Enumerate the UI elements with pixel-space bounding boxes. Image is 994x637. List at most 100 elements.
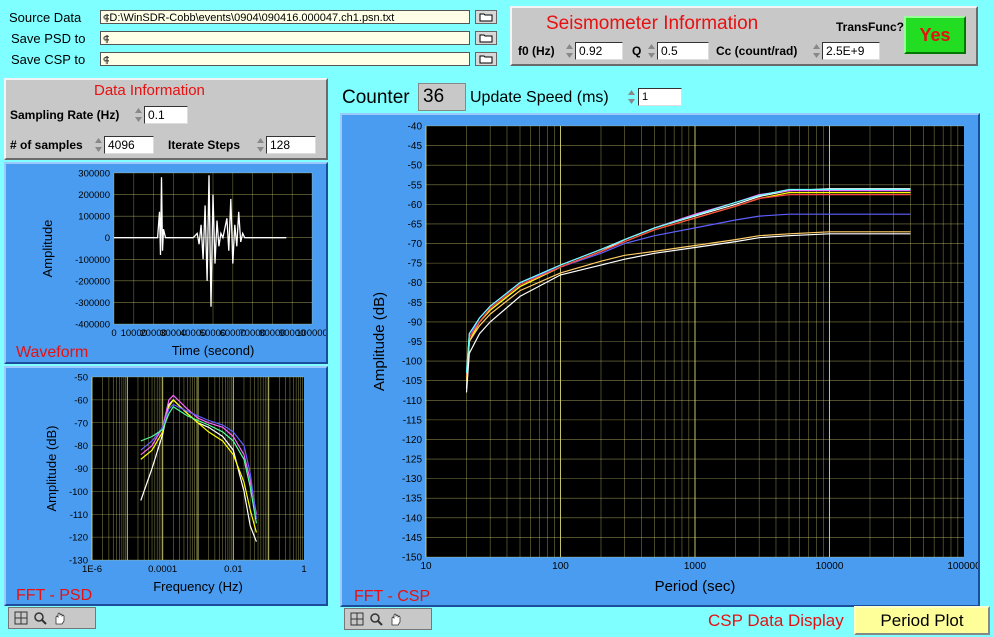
- folder-icon: [479, 34, 493, 43]
- source-data-path-field[interactable]: ⸿D:\WinSDR-Cobb\events\0904\090416.00004…: [100, 10, 470, 24]
- y-tick-label: -100000: [75, 255, 110, 266]
- f0-spinner[interactable]: [565, 42, 574, 60]
- y-axis-label: Amplitude (dB): [371, 292, 388, 391]
- y-tick-label: -200000: [75, 276, 110, 287]
- cc-field[interactable]: 2.5E+9: [822, 42, 880, 60]
- y-tick-label: -45: [408, 141, 423, 152]
- path-prefix-icon: ⸿: [103, 55, 110, 65]
- x-tick-label: 100000: [947, 561, 978, 572]
- browse-psd-button[interactable]: [475, 31, 497, 45]
- x-tick-label: 1: [301, 564, 306, 575]
- x-tick-label: 0.0001: [148, 564, 177, 575]
- save-psd-label: Save PSD to: [11, 31, 86, 46]
- x-tick-label: 10000: [121, 328, 147, 339]
- csp-panel: 10 100 1000 10000 100000 -40 -45 -50 -55 -60 -65 -7…: [340, 113, 980, 607]
- spinner-icon: [95, 138, 102, 152]
- y-tick-label: -140: [402, 513, 422, 524]
- crosshair-icon[interactable]: [13, 610, 29, 626]
- psd-panel: 1E-6 0.0001 0.01 1 -50 -60 -70 -80 -90 -100 -110 -1…: [4, 366, 328, 606]
- y-tick-label: -110: [70, 510, 88, 521]
- psd-chart: 1E-6 0.0001 0.01 1 -50 -60 -70 -80 -90 -100 -110 -1…: [16, 373, 307, 605]
- x-tick-label: 30000: [160, 328, 186, 339]
- panel-label: FFT - CSP: [354, 588, 430, 605]
- y-tick-label: -120: [69, 533, 88, 544]
- x-tick-label: 50000: [200, 328, 226, 339]
- x-tick-label: 40000: [180, 328, 206, 339]
- save-csp-path-field[interactable]: ⸿: [100, 52, 470, 66]
- waveform-chart: 0 100002000030000400005000060000700008000…: [16, 169, 326, 362]
- iterate-steps-label: Iterate Steps: [168, 138, 241, 152]
- hand-icon[interactable]: [387, 611, 403, 627]
- transfunc-yes-button[interactable]: Yes: [904, 16, 966, 54]
- spinner-icon: [628, 90, 635, 104]
- spinner-icon: [257, 138, 264, 152]
- cc-spinner[interactable]: [812, 42, 821, 60]
- x-tick-label: 20000: [140, 328, 166, 339]
- panel-label: Waveform: [16, 344, 88, 361]
- spinner-icon: [648, 44, 655, 58]
- sampling-rate-field[interactable]: 0.1: [144, 106, 188, 124]
- csp-data-display-label: CSP Data Display: [708, 611, 844, 630]
- y-tick-label: -145: [402, 533, 422, 544]
- y-tick-label: -105: [402, 376, 422, 387]
- y-tick-label: -125: [402, 455, 422, 466]
- y-tick-label: 0: [105, 233, 110, 244]
- x-tick-label: 10000: [816, 561, 844, 572]
- q-field[interactable]: 0.5: [657, 42, 709, 60]
- y-tick-label: -60: [74, 395, 88, 406]
- folder-icon: [479, 55, 493, 64]
- psd-graph-toolbar: [8, 607, 96, 629]
- series-line: [465, 233, 911, 393]
- q-spinner[interactable]: [647, 42, 656, 60]
- samples-spinner[interactable]: [94, 136, 103, 154]
- period-plot-button[interactable]: Period Plot: [854, 606, 990, 635]
- spinner-icon: [135, 108, 142, 122]
- data-information-title: Data Information: [94, 82, 205, 99]
- period-plot-label: Period Plot: [880, 610, 964, 630]
- y-tick-label: -400000: [75, 320, 110, 331]
- update-speed-label: Update Speed (ms): [470, 89, 609, 106]
- y-tick-label: -100: [402, 357, 422, 368]
- x-axis-label: Period (sec): [655, 578, 736, 595]
- zoom-icon[interactable]: [32, 610, 48, 626]
- y-tick-label: -130: [402, 474, 422, 485]
- y-tick-label: -95: [408, 337, 423, 348]
- save-csp-label: Save CSP to: [11, 52, 86, 67]
- y-tick-label: -120: [402, 435, 422, 446]
- x-tick-label: 90000: [279, 328, 305, 339]
- sampling-rate-spinner[interactable]: [134, 106, 143, 124]
- path-prefix-icon: ⸿: [103, 34, 110, 44]
- iterate-steps-spinner[interactable]: [256, 136, 265, 154]
- x-axis-label: Time (second): [172, 343, 255, 358]
- y-tick-label: -70: [74, 418, 88, 429]
- samples-field[interactable]: 4096: [104, 136, 154, 154]
- update-speed-spinner[interactable]: [627, 88, 636, 106]
- counter-display: 36: [418, 83, 466, 111]
- y-tick-label: -65: [408, 219, 423, 230]
- update-speed-field[interactable]: 1: [638, 88, 682, 106]
- source-data-label: Source Data: [9, 10, 82, 25]
- iterate-steps-field[interactable]: 128: [266, 136, 316, 154]
- waveform-panel: 0 10000 20000 30000 40000 50000 60000 70000 8000…: [4, 162, 328, 364]
- y-tick-label: 200000: [78, 190, 110, 201]
- save-psd-path-field[interactable]: ⸿: [100, 31, 470, 45]
- f0-label: f0 (Hz): [518, 44, 555, 58]
- f0-field[interactable]: 0.92: [575, 42, 623, 60]
- y-tick-label: 300000: [78, 169, 110, 180]
- y-tick-label: -130: [69, 556, 88, 567]
- zoom-icon[interactable]: [368, 611, 384, 627]
- crosshair-icon[interactable]: [349, 611, 365, 627]
- browse-source-button[interactable]: [475, 10, 497, 24]
- x-axis-label: Frequency (Hz): [153, 579, 243, 594]
- y-tick-label: -50: [74, 373, 88, 384]
- y-tick-label: -85: [408, 298, 423, 309]
- y-tick-label: -300000: [75, 298, 110, 309]
- browse-csp-button[interactable]: [475, 52, 497, 66]
- series-line: [140, 403, 257, 519]
- x-tick-label: 1000: [684, 561, 707, 572]
- y-tick-label: -100: [69, 487, 88, 498]
- transfunc-yes-label: Yes: [919, 24, 951, 45]
- y-tick-label: -90: [408, 317, 423, 328]
- x-tick-label: 100: [552, 561, 569, 572]
- hand-icon[interactable]: [51, 610, 67, 626]
